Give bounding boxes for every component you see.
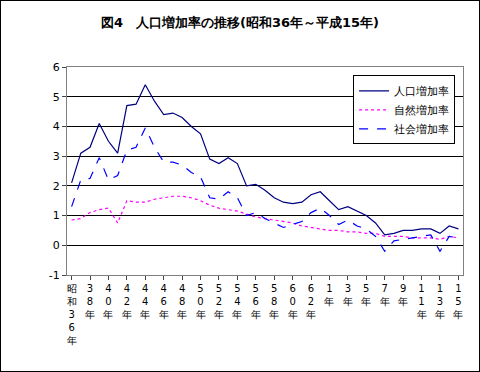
svg-text:昭和36年: 昭和36年 (67, 283, 77, 346)
svg-text:52年: 52年 (214, 283, 224, 320)
svg-text:自然増加率: 自然増加率 (394, 104, 449, 117)
svg-text:3年: 3年 (343, 283, 353, 307)
svg-text:56年: 56年 (251, 283, 261, 320)
svg-text:-1: -1 (49, 269, 60, 282)
svg-text:54年: 54年 (232, 283, 242, 320)
svg-text:社会増加率: 社会増加率 (394, 123, 449, 136)
svg-text:0: 0 (53, 239, 60, 252)
svg-text:48年: 48年 (177, 283, 187, 320)
svg-text:人口増加率: 人口増加率 (394, 85, 449, 98)
svg-text:6: 6 (53, 61, 60, 74)
svg-text:4: 4 (53, 120, 60, 133)
svg-text:1: 1 (53, 209, 60, 222)
svg-text:3: 3 (53, 150, 60, 163)
svg-text:5年: 5年 (361, 283, 371, 307)
svg-text:46年: 46年 (159, 283, 169, 320)
svg-text:2: 2 (53, 180, 60, 193)
svg-text:7年: 7年 (380, 283, 390, 307)
svg-text:40年: 40年 (103, 283, 113, 320)
svg-text:38年: 38年 (85, 283, 95, 320)
svg-text:58年: 58年 (269, 283, 279, 320)
svg-text:44年: 44年 (140, 283, 150, 320)
svg-text:11年: 11年 (417, 283, 427, 320)
svg-text:13年: 13年 (435, 283, 445, 320)
svg-text:1年: 1年 (324, 283, 334, 307)
svg-text:50年: 50年 (196, 283, 206, 320)
svg-text:60年: 60年 (288, 283, 298, 320)
svg-text:5: 5 (53, 91, 60, 104)
svg-text:9年: 9年 (398, 283, 408, 307)
svg-text:15年: 15年 (453, 283, 463, 320)
svg-text:62年: 62年 (306, 283, 316, 320)
svg-text:図4 人口増加率の推移(昭和36年～平成15年): 図4 人口増加率の推移(昭和36年～平成15年) (101, 15, 379, 30)
svg-text:42年: 42年 (122, 283, 132, 320)
